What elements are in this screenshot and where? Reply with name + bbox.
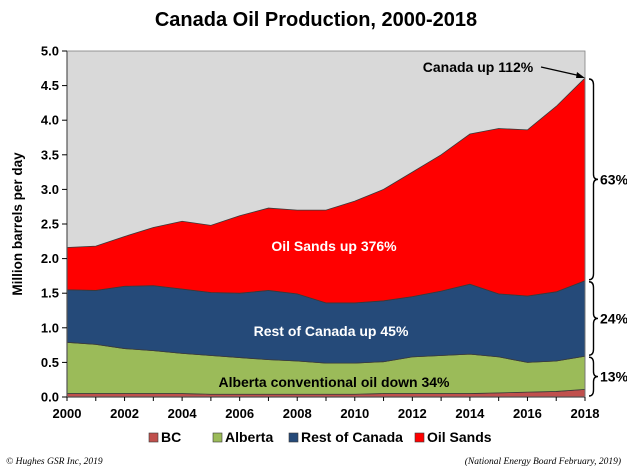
x-tick-label: 2002 bbox=[110, 406, 139, 421]
y-tick-label: 0.5 bbox=[41, 355, 59, 370]
x-tick-label: 2008 bbox=[283, 406, 312, 421]
y-tick-label: 2.0 bbox=[41, 251, 59, 266]
y-tick-label: 3.5 bbox=[41, 147, 59, 162]
y-tick-label: 4.0 bbox=[41, 113, 59, 128]
annotation-share-oil-sands: 63% bbox=[600, 171, 627, 187]
copyright-footer: © Hughes GSR Inc, 2019 bbox=[6, 456, 103, 467]
y-axis-label: Million barrels per day bbox=[10, 152, 25, 296]
legend-label-rest-of-canada: Rest of Canada bbox=[301, 429, 403, 445]
y-tick-label: 3.0 bbox=[41, 182, 59, 197]
source-footer: (National Energy Board February, 2019) bbox=[465, 456, 621, 467]
x-tick-label: 2010 bbox=[340, 406, 369, 421]
y-tick-label: 1.0 bbox=[41, 320, 59, 335]
annotation-share-rest: 24% bbox=[600, 310, 627, 326]
annotation-canada: Canada up 112% bbox=[423, 59, 534, 75]
brace-rest-of-canada bbox=[588, 281, 599, 356]
brace-oil-sands bbox=[588, 78, 599, 281]
legend-swatch-bc bbox=[148, 432, 159, 443]
x-tick-label: 2000 bbox=[53, 406, 82, 421]
annotation-rest: Rest of Canada up 45% bbox=[254, 323, 409, 339]
legend-label-oil-sands: Oil Sands bbox=[427, 429, 492, 445]
y-tick-label: 1.5 bbox=[41, 286, 59, 301]
annotation-alberta: Alberta conventional oil down 34% bbox=[218, 374, 450, 390]
canada-arrow bbox=[540, 66, 582, 77]
x-tick-label: 2012 bbox=[398, 406, 427, 421]
y-tick-label: 0.0 bbox=[41, 390, 59, 405]
x-tick-label: 2004 bbox=[168, 406, 198, 421]
y-tick-label: 4.5 bbox=[41, 78, 59, 93]
annotation-share-conventional: 13% bbox=[600, 369, 627, 385]
annotation-oil-sands: Oil Sands up 376% bbox=[271, 238, 397, 254]
y-tick-label: 5.0 bbox=[41, 44, 59, 59]
legend-swatch-oil-sands bbox=[414, 432, 425, 443]
x-tick-label: 2006 bbox=[225, 406, 254, 421]
legend-swatch-alberta bbox=[212, 432, 223, 443]
legend-label-alberta: Alberta bbox=[225, 429, 273, 445]
legend-label-bc: BC bbox=[161, 429, 181, 445]
y-tick-label: 2.5 bbox=[41, 217, 59, 232]
legend-swatch-rest-of-canada bbox=[288, 432, 299, 443]
x-tick-label: 2016 bbox=[513, 406, 542, 421]
brace-conventional bbox=[588, 356, 599, 397]
chart-title: Canada Oil Production, 2000-2018 bbox=[155, 9, 477, 31]
x-tick-label: 2018 bbox=[571, 406, 600, 421]
canada-arrowhead bbox=[576, 71, 585, 78]
x-tick-label: 2014 bbox=[455, 406, 485, 421]
